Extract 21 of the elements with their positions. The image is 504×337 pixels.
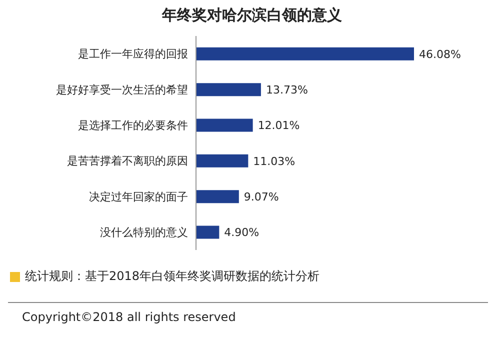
- bar: [196, 83, 261, 96]
- text: 统计规则：基于2018年白领年终奖调研数据的统计分析: [25, 268, 320, 285]
- bar: [196, 118, 253, 132]
- data-label: 11.03%: [253, 154, 296, 168]
- y-tick-label: 没什么特别的意义: [100, 226, 188, 240]
- data-label: 13.73%: [266, 83, 308, 96]
- data-label: 12.01%: [258, 119, 300, 132]
- y-tick-label: 决定过年回家的面子: [89, 190, 188, 204]
- data-label: 4.90%: [224, 226, 260, 240]
- data-label: 46.08%: [419, 48, 461, 61]
- bar: [196, 47, 414, 60]
- bar: [196, 190, 239, 204]
- bar: [196, 226, 220, 239]
- bar: [196, 154, 248, 168]
- y-tick-label: 是苦苦撑着不离职的原因: [67, 154, 188, 168]
- text: Copyright©2018 all rights reserved: [22, 310, 236, 324]
- y-tick-label: 是好好享受一次生活的希望: [56, 83, 188, 96]
- y-tick-label: 是选择工作的必要条件: [78, 119, 188, 132]
- chart-title: 年终奖对哈尔滨白领的意义: [160, 6, 343, 25]
- y-tick-label: 是工作一年应得的回报: [78, 48, 188, 61]
- data-label: 9.07%: [244, 190, 279, 204]
